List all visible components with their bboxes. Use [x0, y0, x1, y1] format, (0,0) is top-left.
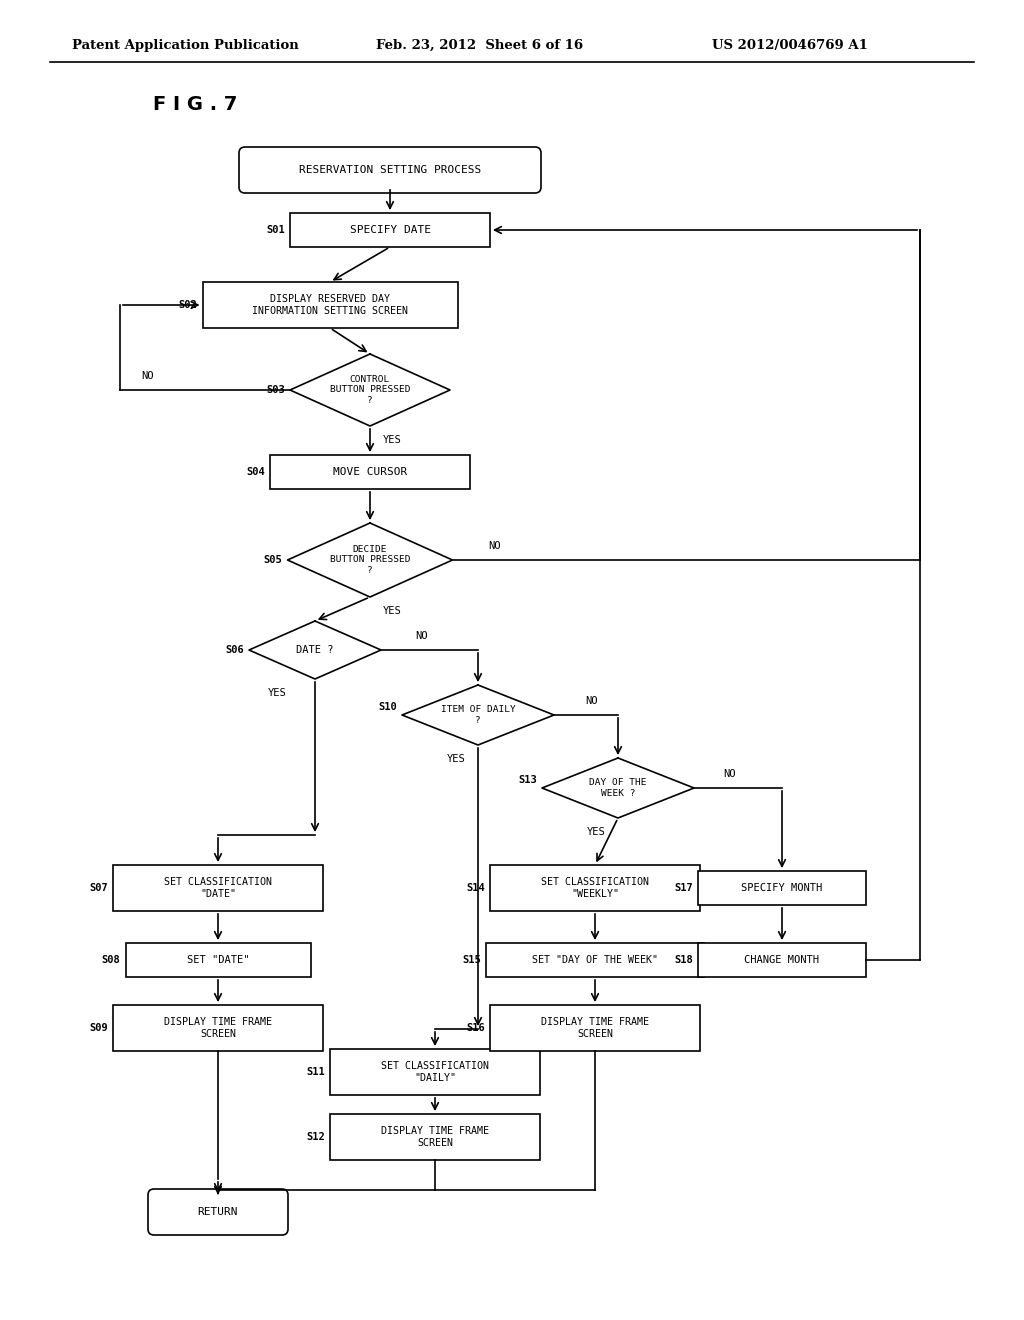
- Text: SET "DAY OF THE WEEK": SET "DAY OF THE WEEK": [532, 954, 658, 965]
- Text: SET CLASSIFICATION
"DATE": SET CLASSIFICATION "DATE": [164, 878, 272, 899]
- Text: SPECIFY MONTH: SPECIFY MONTH: [741, 883, 822, 894]
- Text: S17: S17: [674, 883, 693, 894]
- Bar: [330, 1114, 540, 1160]
- Text: NO: NO: [141, 371, 155, 381]
- Text: S03: S03: [266, 385, 285, 395]
- Bar: [698, 942, 866, 977]
- Text: DISPLAY RESERVED DAY
INFORMATION SETTING SCREEN: DISPLAY RESERVED DAY INFORMATION SETTING…: [252, 294, 408, 315]
- Polygon shape: [402, 685, 554, 744]
- Text: S04: S04: [246, 467, 265, 477]
- Bar: [270, 455, 470, 488]
- Text: NO: NO: [723, 770, 735, 779]
- Bar: [126, 942, 310, 977]
- Text: CONTROL
BUTTON PRESSED
?: CONTROL BUTTON PRESSED ?: [330, 375, 411, 405]
- Text: S05: S05: [264, 554, 283, 565]
- FancyBboxPatch shape: [239, 147, 541, 193]
- Text: SET CLASSIFICATION
"DAILY": SET CLASSIFICATION "DAILY": [381, 1061, 489, 1082]
- Bar: [113, 1005, 323, 1051]
- Polygon shape: [542, 758, 694, 818]
- Text: DISPLAY TIME FRAME
SCREEN: DISPLAY TIME FRAME SCREEN: [381, 1126, 489, 1148]
- Polygon shape: [288, 523, 453, 597]
- Text: RETURN: RETURN: [198, 1206, 239, 1217]
- Text: YES: YES: [267, 688, 287, 698]
- Text: DISPLAY TIME FRAME
SCREEN: DISPLAY TIME FRAME SCREEN: [541, 1018, 649, 1039]
- Text: S02: S02: [179, 300, 198, 310]
- Text: NO: NO: [415, 631, 427, 642]
- Text: DATE ?: DATE ?: [296, 645, 334, 655]
- Bar: [486, 942, 705, 977]
- Text: S15: S15: [462, 954, 481, 965]
- Text: S09: S09: [89, 1023, 108, 1034]
- Text: S12: S12: [306, 1133, 325, 1142]
- Polygon shape: [249, 620, 381, 678]
- Text: DECIDE
BUTTON PRESSED
?: DECIDE BUTTON PRESSED ?: [330, 545, 411, 576]
- Text: DAY OF THE
WEEK ?: DAY OF THE WEEK ?: [589, 779, 647, 797]
- Bar: [490, 1005, 700, 1051]
- Text: YES: YES: [383, 436, 401, 445]
- Text: NO: NO: [488, 541, 501, 550]
- Bar: [203, 282, 458, 327]
- Bar: [698, 871, 866, 906]
- Text: S01: S01: [266, 224, 285, 235]
- Text: US 2012/0046769 A1: US 2012/0046769 A1: [712, 38, 868, 51]
- FancyBboxPatch shape: [148, 1189, 288, 1236]
- Bar: [113, 865, 323, 911]
- Text: Patent Application Publication: Patent Application Publication: [72, 38, 298, 51]
- Text: S06: S06: [225, 645, 244, 655]
- Text: SET "DATE": SET "DATE": [186, 954, 249, 965]
- Text: S16: S16: [466, 1023, 485, 1034]
- Text: S07: S07: [89, 883, 108, 894]
- Text: CHANGE MONTH: CHANGE MONTH: [744, 954, 819, 965]
- Text: MOVE CURSOR: MOVE CURSOR: [333, 467, 408, 477]
- Text: S14: S14: [466, 883, 485, 894]
- Text: YES: YES: [446, 754, 465, 764]
- Text: ITEM OF DAILY
?: ITEM OF DAILY ?: [440, 705, 515, 725]
- Text: Feb. 23, 2012  Sheet 6 of 16: Feb. 23, 2012 Sheet 6 of 16: [377, 38, 584, 51]
- Bar: [290, 213, 490, 247]
- Bar: [330, 1049, 540, 1096]
- Bar: [490, 865, 700, 911]
- Text: RESERVATION SETTING PROCESS: RESERVATION SETTING PROCESS: [299, 165, 481, 176]
- Text: F I G . 7: F I G . 7: [153, 95, 238, 115]
- Text: S18: S18: [674, 954, 693, 965]
- Text: DISPLAY TIME FRAME
SCREEN: DISPLAY TIME FRAME SCREEN: [164, 1018, 272, 1039]
- Text: YES: YES: [587, 828, 605, 837]
- Text: S08: S08: [101, 954, 121, 965]
- Text: SPECIFY DATE: SPECIFY DATE: [349, 224, 430, 235]
- Text: S11: S11: [306, 1067, 325, 1077]
- Text: S10: S10: [378, 702, 397, 711]
- Text: NO: NO: [586, 696, 598, 706]
- Text: YES: YES: [383, 606, 401, 616]
- Polygon shape: [290, 354, 450, 426]
- Text: S13: S13: [518, 775, 537, 785]
- Text: SET CLASSIFICATION
"WEEKLY": SET CLASSIFICATION "WEEKLY": [541, 878, 649, 899]
